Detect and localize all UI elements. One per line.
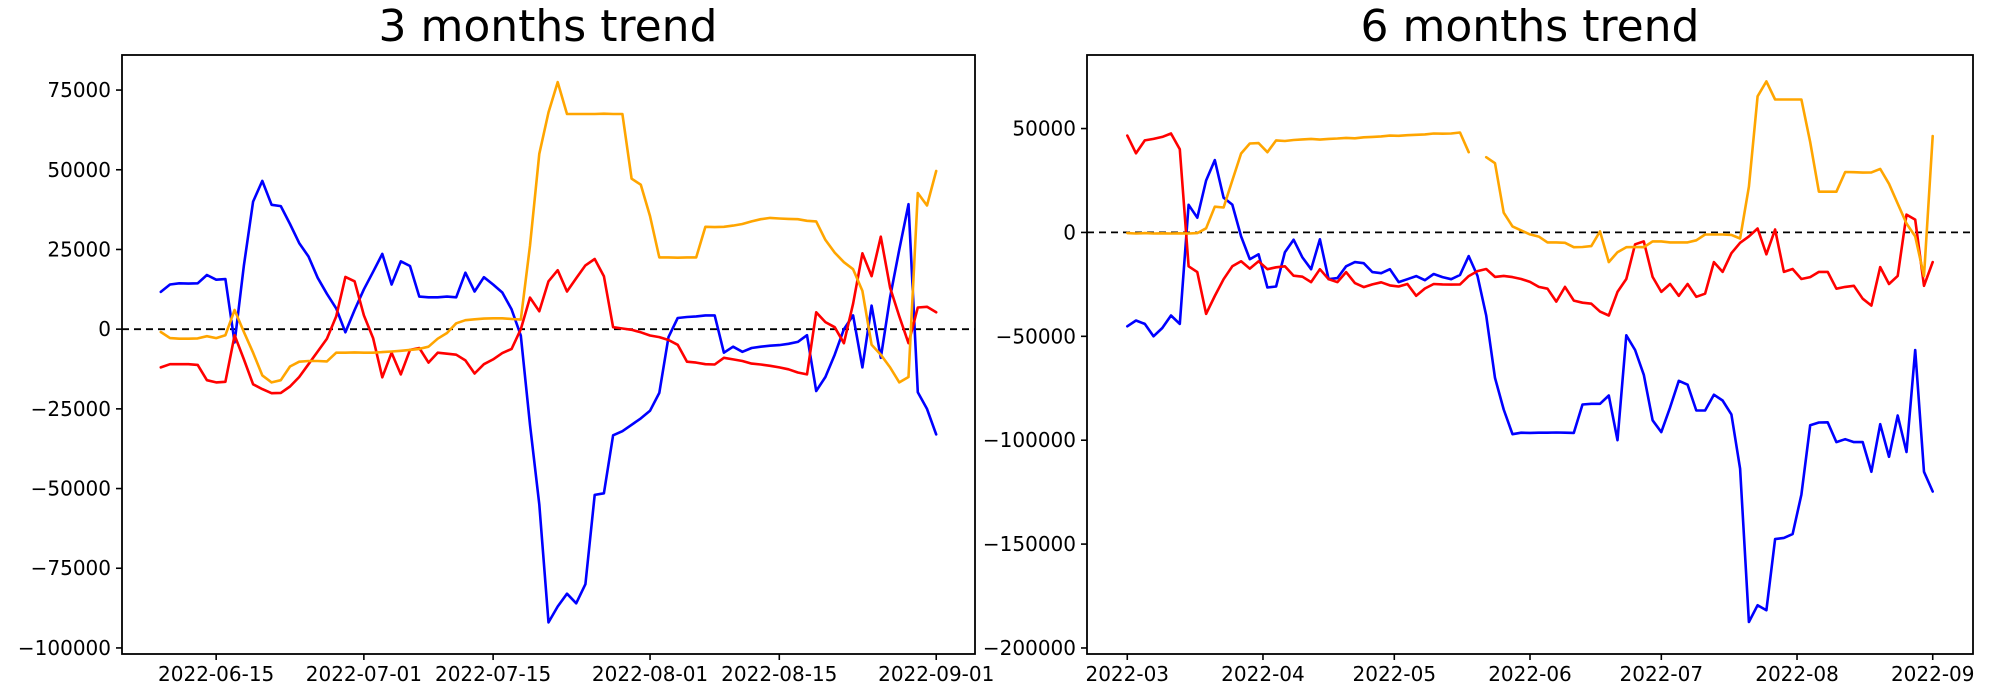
y-tick-label: −150000 (983, 532, 1076, 556)
y-tick-label: −50000 (996, 324, 1076, 348)
series-line-blue-6-months (1126, 158, 1934, 624)
y-tick-label: −25000 (31, 397, 111, 421)
x-tick-label: 2022-04 (1221, 662, 1305, 686)
x-tick-label: 2022-05 (1353, 662, 1437, 686)
series-line-orange-6-months (1126, 80, 1934, 278)
y-tick-label: −100000 (983, 428, 1076, 452)
y-tick-label: 0 (98, 317, 111, 341)
y-tick-label: −50000 (31, 477, 111, 501)
x-tick-label: 2022-06-15 (158, 662, 274, 686)
y-tick-label: 25000 (47, 237, 111, 261)
x-tick-label: 2022-03 (1085, 662, 1169, 686)
y-tick-label: 0 (1063, 220, 1076, 244)
y-tick-label: 50000 (1012, 117, 1076, 141)
plot-frame-6-months (1086, 54, 1974, 655)
x-tick-label: 2022-08-15 (721, 662, 837, 686)
x-tick-label: 2022-07 (1620, 662, 1704, 686)
series-line-blue-3-months (159, 179, 938, 624)
chart-title-6-months: 6 months trend (1360, 1, 1700, 52)
series-line-red-3-months (159, 235, 938, 395)
y-tick-label: 50000 (47, 158, 111, 182)
x-tick-label: 2022-06 (1488, 662, 1572, 686)
x-tick-label: 2022-09-01 (878, 662, 994, 686)
series-line-red-6-months (1126, 132, 1934, 317)
x-tick-label: 2022-07-15 (435, 662, 551, 686)
x-tick-label: 2022-08 (1755, 662, 1839, 686)
y-tick-label: −75000 (31, 556, 111, 580)
chart-3-months: 2022-06-15 2022-07-01 2022-07-15 2022-08-01… (18, 54, 994, 686)
y-tick-label: 75000 (47, 78, 111, 102)
chart-title-3-months: 3 months trend (378, 1, 718, 52)
x-tick-label: 2022-09 (1891, 662, 1975, 686)
series-line-orange-3-months (159, 80, 938, 384)
plot-frame-3-months (121, 54, 976, 655)
x-tick-label: 2022-07-01 (306, 662, 422, 686)
x-tick-label: 2022-08-01 (592, 662, 708, 686)
chart-6-months: 2022-03 2022-04 2022-05 2022-06 2022-07 2022-… (983, 54, 1975, 686)
y-tick-label: −200000 (983, 636, 1076, 660)
y-tick-label: −100000 (18, 636, 111, 660)
